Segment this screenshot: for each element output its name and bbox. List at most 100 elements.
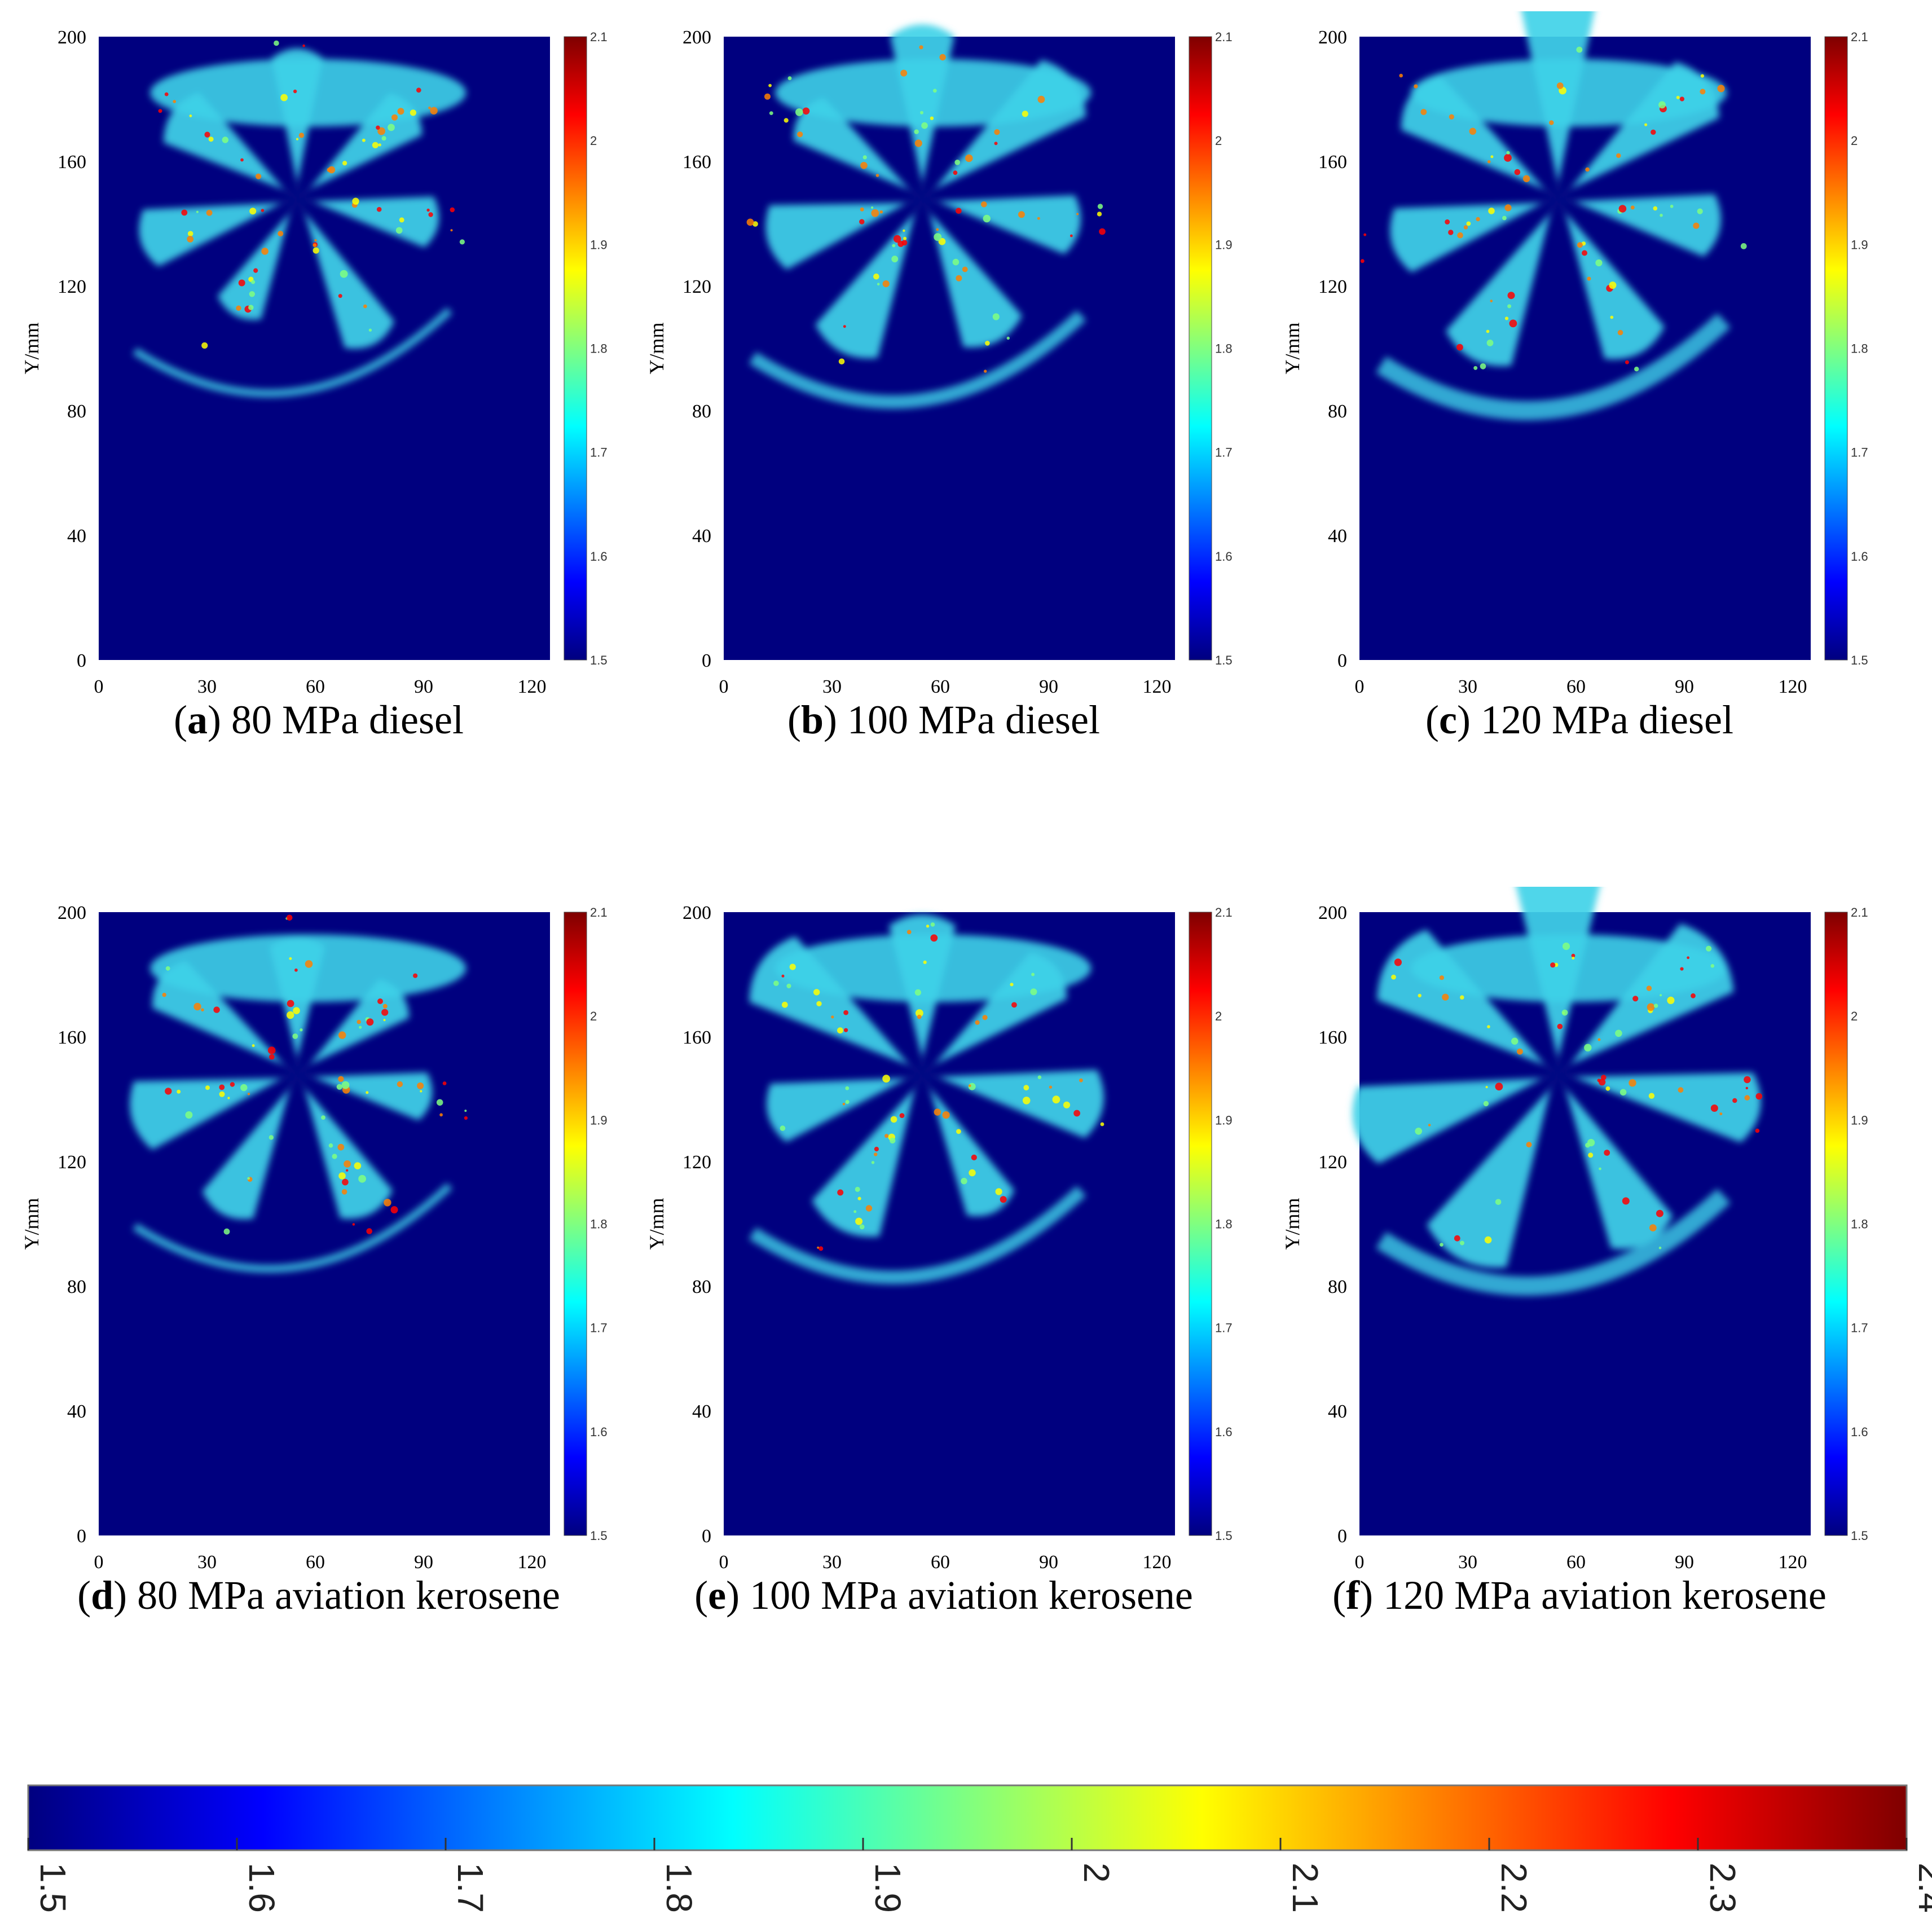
colorbar-tick-label: 2.1 [590, 30, 608, 44]
caption-text: 120 MPa diesel [1470, 697, 1733, 742]
y-tick-label: 40 [1328, 1401, 1347, 1422]
hot-spot [900, 69, 908, 77]
hot-spot [236, 305, 241, 311]
colorbar-tick-label: 1.6 [1851, 1425, 1868, 1439]
hot-spot [377, 998, 383, 1004]
hot-spot [934, 1108, 941, 1116]
hot-spot [278, 231, 284, 237]
hot-spot [1585, 1142, 1590, 1148]
y-tick-label: 120 [58, 276, 86, 297]
hot-spot [430, 107, 438, 115]
hot-spot [390, 1206, 398, 1214]
global-colorbar-tick-label: 1.6 [241, 1863, 282, 1913]
hot-spot [352, 1223, 355, 1226]
hot-spot [391, 114, 398, 121]
hot-spot [1710, 964, 1715, 968]
colorbar-tick-label: 2 [1215, 134, 1222, 148]
y-axis-label: Y/mm [20, 322, 43, 374]
caption-text: 80 MPa diesel [221, 697, 464, 742]
y-tick-label: 80 [692, 1277, 711, 1297]
hot-spot [932, 89, 937, 93]
hot-spot [936, 228, 939, 231]
hot-spot [1006, 336, 1010, 340]
heatmap-svg: 030609012004080120160200X/mmY/mm1.51.61.… [1281, 11, 1868, 694]
hot-spot [1549, 120, 1554, 125]
hot-spot [919, 45, 923, 50]
hot-spot [920, 111, 923, 115]
hot-spot [764, 93, 771, 100]
hot-spot [274, 40, 279, 46]
hot-spot [294, 968, 298, 972]
hot-spot [1473, 366, 1478, 370]
spray-plume-group [749, 914, 1104, 1284]
hot-spot [292, 1033, 298, 1039]
caption-text: 100 MPa diesel [837, 697, 1100, 742]
hot-spot [953, 170, 958, 175]
caption-text: 100 MPa aviation kerosene [740, 1573, 1193, 1618]
colorbar-tick-label: 2.1 [1851, 905, 1868, 919]
hot-spot [1445, 219, 1450, 225]
x-tick-label: 30 [197, 1552, 217, 1569]
hot-spot [1615, 1029, 1622, 1037]
hot-spot [363, 304, 367, 309]
caption-c: (c) 120 MPa diesel [1425, 697, 1733, 742]
x-tick-label: 120 [518, 676, 547, 694]
hot-spot [1460, 995, 1464, 1000]
spray-plume [297, 1074, 393, 1219]
x-tick-label: 60 [306, 676, 325, 694]
spray-plume [163, 92, 297, 199]
hot-spot [1507, 292, 1515, 300]
hot-spot [1454, 1235, 1460, 1242]
hot-spot [1440, 1243, 1444, 1247]
wall-spray-pool [1411, 59, 1727, 127]
hot-spot [773, 980, 779, 986]
hot-spot [1486, 329, 1490, 333]
hot-spot [332, 1154, 337, 1159]
hot-spot [1487, 1025, 1490, 1028]
hot-spot [982, 1015, 988, 1020]
spray-plume-group [130, 934, 467, 1273]
hot-spot [366, 1091, 369, 1094]
hot-spot [1463, 225, 1468, 230]
hot-spot-group [158, 40, 465, 349]
hot-spot [213, 1006, 220, 1013]
global-colorbar-tick-label: 1.7 [450, 1863, 491, 1913]
hot-spot [219, 1084, 225, 1090]
wall-spray-pool [775, 934, 1092, 1002]
panel-colorbar: 1.5 1.6 1.7 1.8 1.9 2 2.1 [564, 905, 608, 1543]
hot-spot [366, 1228, 372, 1234]
hot-spot [956, 275, 962, 281]
hot-spot [428, 212, 433, 217]
hot-spot [1577, 242, 1583, 248]
x-tick-label: 120 [1779, 1552, 1807, 1569]
hot-spot [969, 1169, 976, 1177]
caption-text: 120 MPa aviation kerosene [1373, 1573, 1827, 1618]
hot-spot [287, 1000, 294, 1007]
colorbar-tick-label: 1.6 [1215, 1425, 1233, 1439]
spray-plume [793, 98, 922, 199]
hot-spot [293, 89, 297, 94]
hot-spot-group [1391, 942, 1763, 1249]
hot-spot [338, 1031, 346, 1039]
y-tick-label: 40 [67, 526, 86, 547]
hot-spot [795, 108, 803, 116]
hot-spot [962, 266, 968, 272]
y-tick-label: 120 [1318, 276, 1347, 297]
axes: 030609012004080120160200X/mmY/mm [645, 903, 1172, 1569]
hot-spot [797, 131, 803, 138]
hot-spot [813, 989, 820, 996]
hot-spot [384, 1199, 391, 1207]
hot-spot [341, 1081, 350, 1089]
hot-spot [388, 124, 395, 131]
hot-spot [961, 1178, 967, 1185]
hot-spot [1097, 212, 1102, 217]
spray-plume-group [133, 48, 467, 398]
hot-spot [395, 227, 403, 234]
y-tick-label: 40 [692, 526, 711, 547]
hot-spot [780, 1125, 786, 1131]
hot-spot [201, 342, 208, 349]
colorbar-tick-label: 1.7 [1215, 1321, 1233, 1335]
y-axis-label: Y/mm [1281, 322, 1304, 374]
caption-e: (e) 100 MPa aviation kerosene [694, 1573, 1193, 1618]
hot-spot [1456, 344, 1463, 351]
